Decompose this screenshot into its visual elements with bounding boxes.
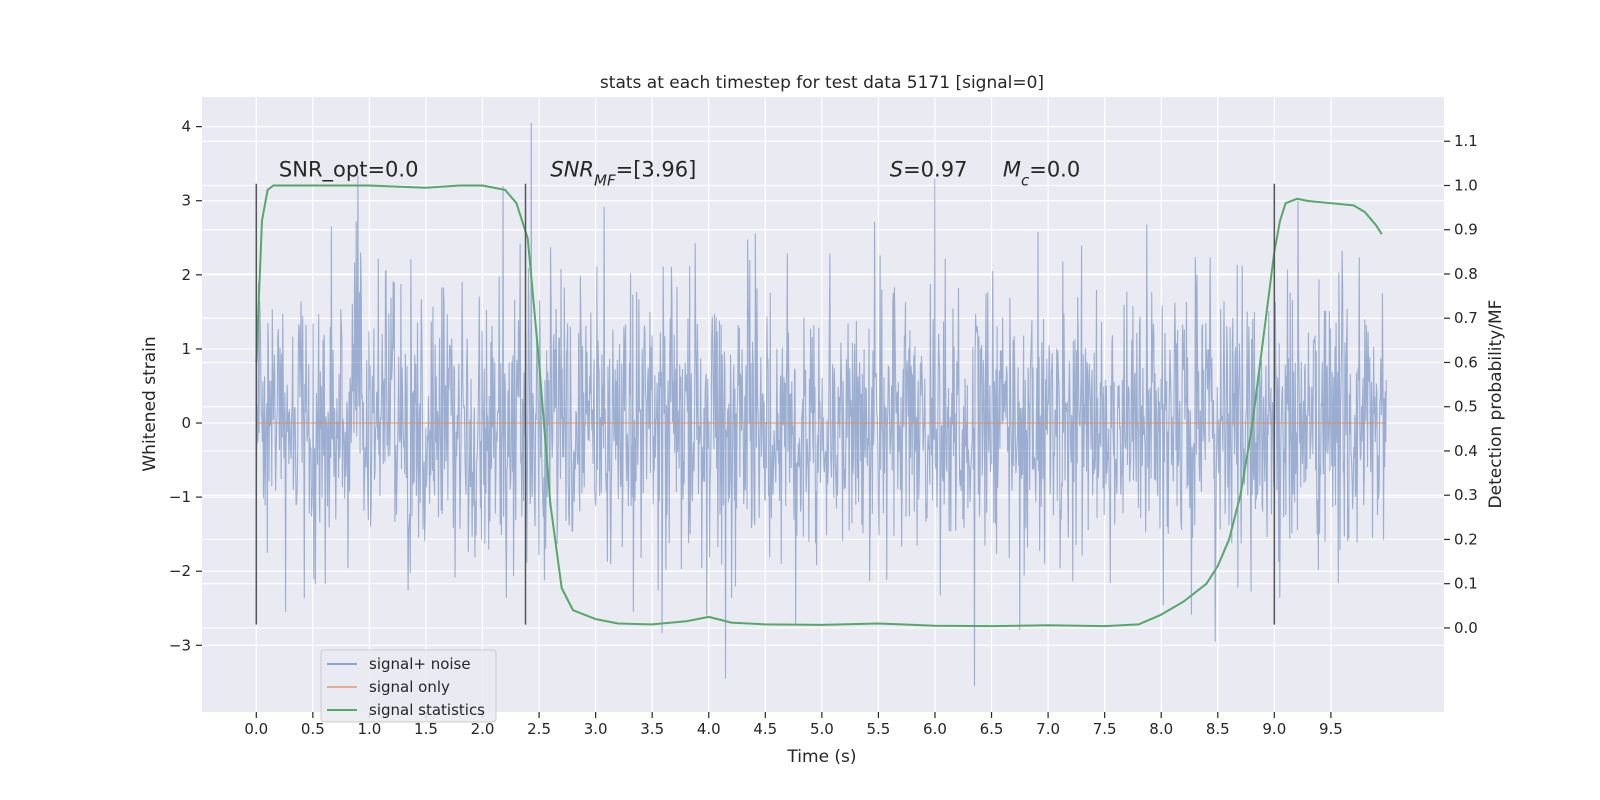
y2-tick-label: 1.0 — [1454, 176, 1478, 194]
y2-axis-label: Detection probability/MF — [1486, 300, 1506, 509]
x-tick-label: 3.5 — [640, 720, 664, 738]
y-tick-label: −1 — [169, 488, 191, 506]
y2-tick-label: 0.8 — [1454, 265, 1478, 283]
x-axis-label: Time (s) — [786, 747, 856, 767]
x-tick-label: 5.5 — [866, 720, 890, 738]
y2-axis-ticks: 0.0 0.1 0.2 0.3 0.4 0.5 0.6 0.7 0.8 0.9 1.0 1.1 — [1444, 132, 1478, 637]
x-tick-label: 8.5 — [1206, 720, 1230, 738]
y-axis-label: Whitened strain — [140, 336, 160, 471]
x-tick-label: 4.0 — [697, 720, 721, 738]
annotation-part: SNR_opt=0.0 — [279, 157, 419, 182]
annotation-part: c — [1021, 171, 1030, 189]
x-tick-label: 7.0 — [1036, 720, 1060, 738]
y2-tick-label: 0.7 — [1454, 309, 1478, 327]
annotation-part: MF — [594, 171, 616, 189]
legend-label: signal+ noise — [369, 655, 471, 673]
y2-tick-label: 0.2 — [1454, 530, 1478, 548]
y2-tick-label: 0.4 — [1454, 442, 1478, 460]
annotation-part: =0.97 — [903, 157, 967, 181]
y-tick-label: −2 — [169, 562, 191, 580]
x-tick-label: 3.0 — [584, 720, 608, 738]
annotation-part: SNR — [550, 157, 594, 181]
x-tick-label: 2.5 — [527, 720, 551, 738]
y2-tick-label: 0.9 — [1454, 221, 1478, 239]
x-tick-label: 6.5 — [980, 720, 1004, 738]
annotation: Mc=0.0 — [1003, 157, 1080, 189]
y2-tick-label: 0.0 — [1454, 619, 1478, 637]
y2-tick-label: 0.1 — [1454, 575, 1478, 593]
annotation: SNR_opt=0.0 — [279, 157, 419, 182]
x-tick-label: 4.5 — [753, 720, 777, 738]
annotation-part: S — [890, 157, 903, 181]
annotation-part: M — [1003, 157, 1021, 181]
annotation-part: =0.0 — [1029, 157, 1080, 181]
y-axis-ticks: −3 −2 −1 0 1 2 3 4 — [169, 118, 202, 654]
y2-tick-label: 0.5 — [1454, 398, 1478, 416]
y2-tick-label: 0.6 — [1454, 353, 1478, 371]
y-tick-label: 1 — [181, 340, 191, 358]
x-tick-label: 5.0 — [810, 720, 834, 738]
y2-tick-label: 1.1 — [1454, 132, 1478, 150]
noise-trace — [255, 122, 1387, 687]
x-axis-ticks: 0.0 0.5 1.0 1.5 2.0 2.5 3.0 3.5 4.0 4.5 5.0 5.5 6.0 6… — [244, 712, 1343, 738]
annotation: SNRMF=[3.96] — [550, 157, 696, 189]
x-tick-label: 9.5 — [1319, 720, 1343, 738]
annotation-part: =[3.96] — [616, 157, 697, 181]
marker-lines — [255, 183, 1276, 625]
legend: signal+ noise signal only signal statistic… — [320, 649, 497, 723]
x-tick-label: 1.0 — [357, 720, 381, 738]
legend-label: signal only — [369, 678, 450, 696]
annotation: S=0.97 — [890, 157, 968, 181]
legend-label: signal statistics — [369, 701, 485, 719]
annotations: SNR_opt=0.0 SNRMF=[3.96] S=0.97 Mc=0.0 — [279, 157, 1080, 189]
legend-box — [320, 649, 497, 723]
chart-title: stats at each timestep for test data 517… — [600, 73, 1044, 93]
y-tick-label: 0 — [181, 414, 191, 432]
statistics-trace — [255, 184, 1383, 628]
y-tick-label: 2 — [181, 266, 191, 284]
y-tick-label: 3 — [181, 192, 191, 210]
x-tick-label: 2.0 — [471, 720, 495, 738]
y-tick-label: 4 — [181, 118, 191, 136]
series-signal-statistics — [255, 184, 1383, 628]
x-tick-label: 0.0 — [244, 720, 268, 738]
y2-tick-label: 0.3 — [1454, 486, 1478, 504]
x-tick-label: 9.0 — [1262, 720, 1286, 738]
y-tick-label: −3 — [169, 636, 191, 654]
x-tick-label: 0.5 — [301, 720, 325, 738]
series-signal-noise — [255, 122, 1387, 687]
x-tick-label: 7.5 — [1093, 720, 1117, 738]
x-tick-label: 6.0 — [923, 720, 947, 738]
x-tick-label: 8.0 — [1149, 720, 1173, 738]
x-tick-label: 1.5 — [414, 720, 438, 738]
